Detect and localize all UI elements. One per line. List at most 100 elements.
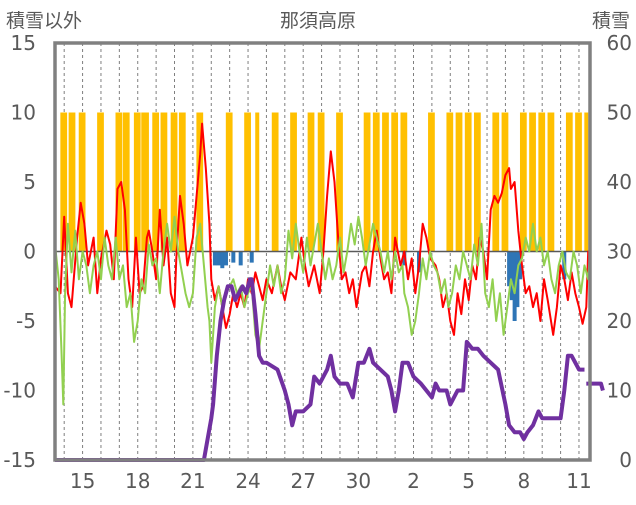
sunshine-bar (181, 112, 186, 252)
sunshine-bar (63, 112, 68, 252)
sunshine-bar (160, 112, 165, 252)
sunshine-bar (519, 112, 524, 252)
sunshine-bar (307, 112, 312, 252)
sunshine-bar (255, 112, 260, 252)
sunshine-bar (495, 112, 500, 252)
left-tick-label: 15 (11, 31, 36, 55)
sunshine-bar (310, 112, 315, 252)
precip-bar (220, 251, 225, 269)
sunshine-bar (522, 112, 527, 252)
bar-layer (60, 112, 589, 321)
sunshine-bar (292, 112, 297, 252)
left-axis-label: 積雪以外 (6, 10, 82, 32)
sunshine-bar (155, 112, 160, 252)
left-tick-label: -15 (3, 448, 36, 472)
x-tick-label: 15 (70, 469, 95, 493)
x-tick-label: 27 (290, 469, 315, 493)
sunshine-bar (152, 112, 157, 252)
x-tick-label: 18 (125, 469, 150, 493)
sunshine-bar (550, 112, 555, 252)
right-tick-label: 20 (607, 309, 632, 333)
sunshine-bar (81, 112, 86, 252)
sunshine-bar (455, 112, 460, 252)
snow-depth-line (55, 277, 585, 462)
temperature-line (54, 122, 591, 336)
precip-bar (212, 251, 217, 266)
chart-title: 那須高原 (280, 10, 356, 32)
right-axis-ticks: 60 50 40 30 20 10 0 (607, 31, 632, 472)
precip-bar (223, 251, 228, 266)
sunshine-bar (170, 112, 175, 252)
sunshine-bar (366, 112, 371, 252)
sunshine-bar (136, 112, 141, 252)
x-axis-ticks: 15 18 21 24 27 30 2 5 8 11 (70, 469, 592, 493)
snow-depth-tail-line (586, 381, 605, 392)
sunshine-bar (458, 112, 463, 252)
left-tick-label: 0 (23, 240, 36, 264)
line-layer (54, 122, 605, 462)
sunshine-bar (565, 112, 570, 252)
precip-bar (507, 251, 512, 287)
sunshine-bar (163, 112, 168, 252)
x-tick-label: 5 (462, 469, 475, 493)
right-tick-label: 50 (607, 101, 632, 125)
sunshine-bar (382, 112, 387, 252)
right-tick-label: 30 (607, 240, 632, 264)
sunshine-bar (538, 112, 543, 252)
sunshine-bar (504, 112, 509, 252)
sunshine-bar (141, 112, 146, 252)
sunshine-bar (400, 112, 405, 252)
sunshine-bar (125, 112, 130, 252)
precip-bar (216, 251, 221, 266)
sunshine-bar (173, 112, 178, 252)
left-tick-label: 5 (23, 170, 36, 194)
sunshine-bar (271, 112, 276, 252)
x-tick-label: 21 (180, 469, 205, 493)
sunshine-bar (97, 112, 102, 252)
sunshine-bar (320, 112, 325, 252)
sunshine-bar (476, 112, 481, 252)
sunshine-bar (547, 112, 552, 252)
sunshine-bar (133, 112, 138, 252)
sunshine-bar (430, 112, 435, 252)
sunshine-bar (199, 112, 204, 252)
sunshine-bar (531, 112, 536, 252)
sunshine-bar (336, 112, 341, 252)
sunshine-bar (391, 112, 396, 252)
sunshine-bar (428, 112, 433, 252)
right-axis-label: 積雪 (592, 10, 630, 32)
sunshine-bar (568, 112, 573, 252)
x-tick-label: 8 (517, 469, 530, 493)
sunshine-bar (529, 112, 534, 252)
precip-bar (249, 251, 254, 263)
sunshine-bar (99, 112, 104, 252)
sunshine-bar (225, 112, 230, 252)
x-tick-label: 2 (407, 469, 420, 493)
sunshine-bar (60, 112, 65, 252)
left-tick-label: -10 (3, 379, 36, 403)
x-tick-label: 30 (346, 469, 371, 493)
x-tick-label: 24 (235, 469, 260, 493)
sunshine-bar (244, 112, 249, 252)
sunshine-bar (68, 112, 73, 252)
right-tick-label: 60 (607, 31, 632, 55)
sunshine-bar (338, 112, 343, 252)
sunshine-bar (467, 112, 472, 252)
left-tick-label: 10 (11, 101, 36, 125)
sunshine-bar (246, 112, 251, 252)
precip-bar (518, 251, 523, 280)
right-tick-label: 0 (619, 448, 632, 472)
sunshine-bar (403, 112, 408, 252)
sunshine-bar (384, 112, 389, 252)
dewpoint-line (54, 215, 591, 406)
x-tick-label: 11 (566, 469, 591, 493)
right-tick-label: 40 (607, 170, 632, 194)
sunshine-bar (541, 112, 546, 252)
sunshine-bar (577, 112, 582, 252)
sunshine-bar (115, 112, 120, 252)
sunshine-bar (394, 112, 399, 252)
sunshine-bar (178, 112, 183, 252)
left-tick-label: -5 (16, 309, 36, 333)
